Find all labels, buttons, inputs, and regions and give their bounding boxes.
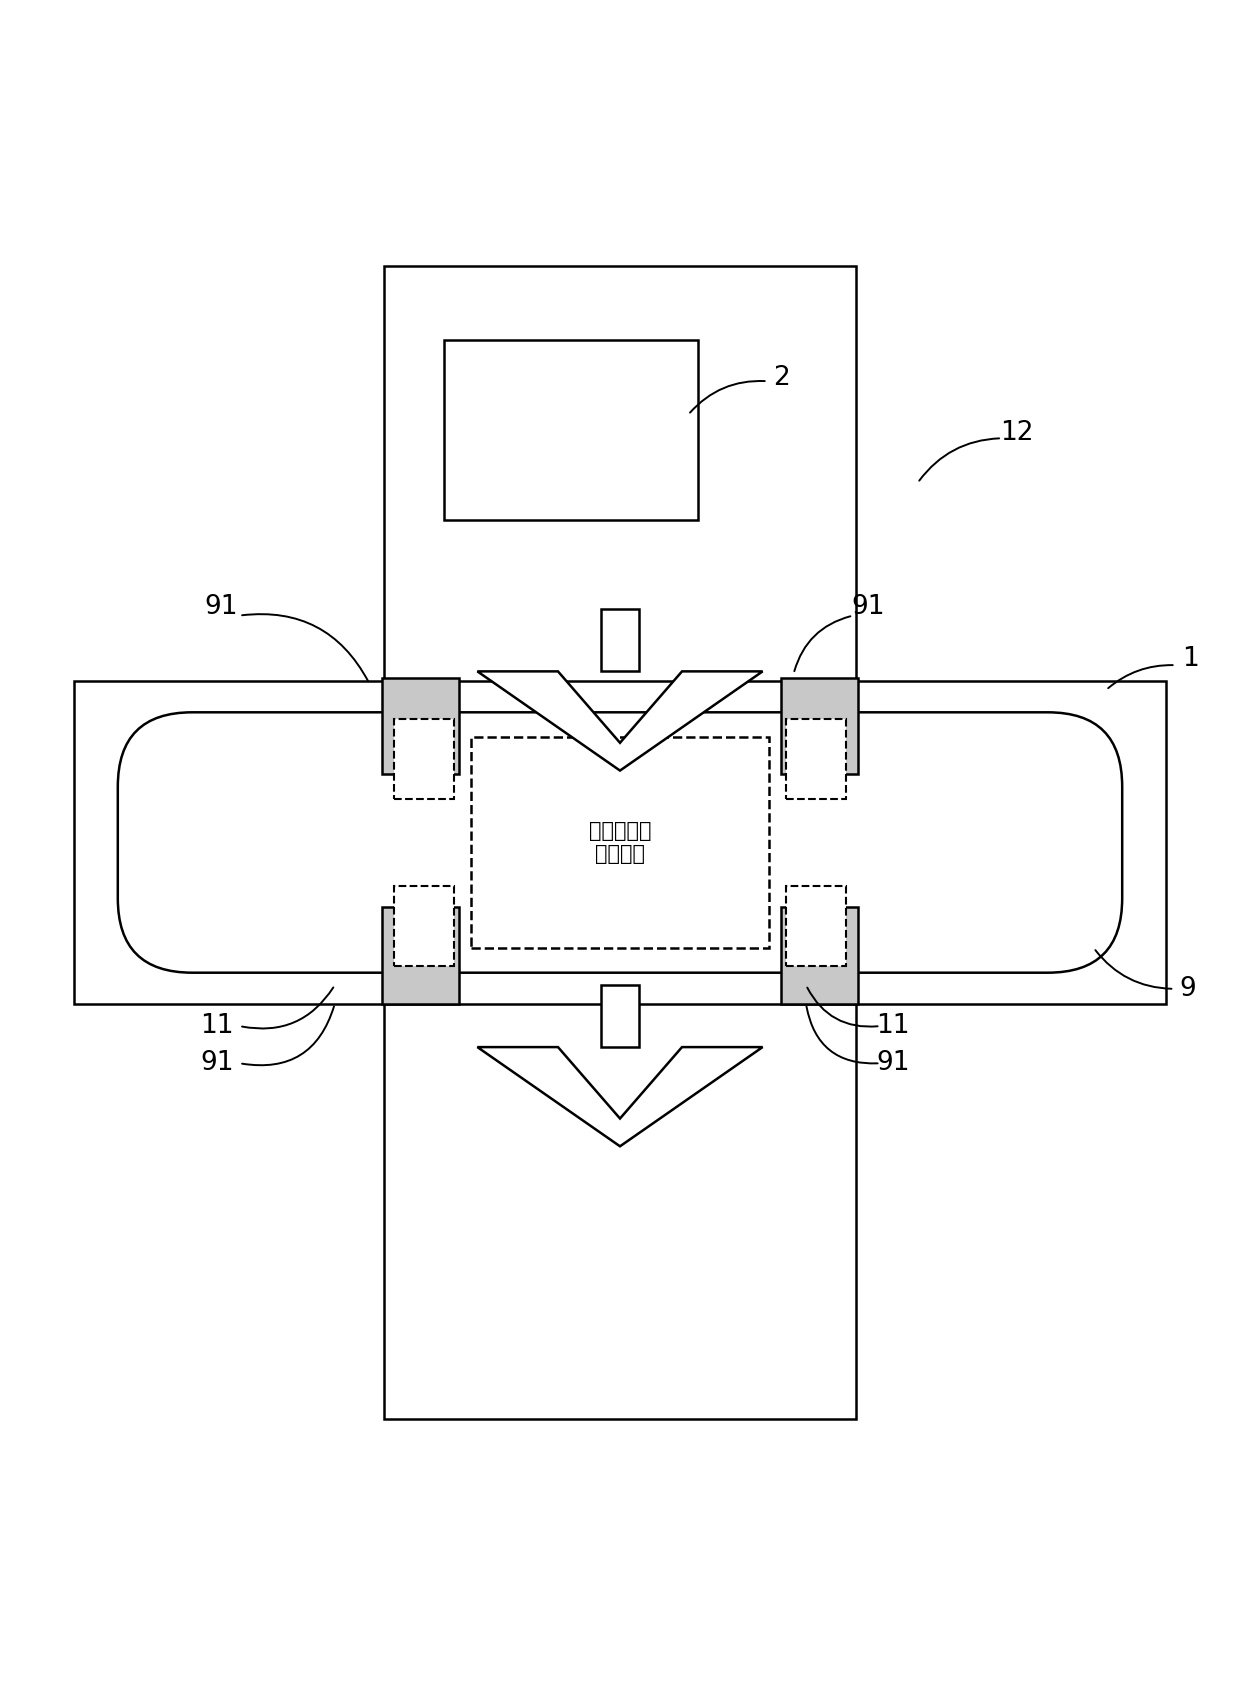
- Bar: [394, 886, 454, 967]
- Text: 91: 91: [203, 593, 238, 620]
- Bar: [786, 718, 846, 799]
- Polygon shape: [477, 671, 763, 770]
- Bar: [856, 681, 1166, 1004]
- Bar: [601, 610, 639, 671]
- Bar: [382, 677, 459, 775]
- Text: 91: 91: [851, 593, 885, 620]
- Bar: [74, 681, 384, 1004]
- Text: 12: 12: [999, 420, 1034, 447]
- Bar: [601, 986, 639, 1046]
- Bar: [394, 718, 454, 799]
- Bar: [384, 266, 856, 750]
- Bar: [384, 935, 856, 1419]
- FancyBboxPatch shape: [118, 713, 1122, 972]
- Bar: [781, 907, 858, 1004]
- Bar: [781, 677, 858, 775]
- Bar: [444, 340, 698, 521]
- Text: 2: 2: [773, 364, 790, 391]
- Text: 电池包外筱
所在位置: 电池包外筱 所在位置: [589, 821, 651, 864]
- Text: 1: 1: [1182, 645, 1199, 672]
- Bar: [786, 886, 846, 967]
- Text: 91: 91: [200, 1050, 234, 1077]
- Text: 91: 91: [875, 1050, 910, 1077]
- Bar: [382, 907, 459, 1004]
- Polygon shape: [477, 1046, 763, 1146]
- Text: 11: 11: [200, 1013, 234, 1040]
- Text: 9: 9: [1179, 976, 1197, 1003]
- Text: 11: 11: [875, 1013, 910, 1040]
- Bar: [471, 736, 769, 949]
